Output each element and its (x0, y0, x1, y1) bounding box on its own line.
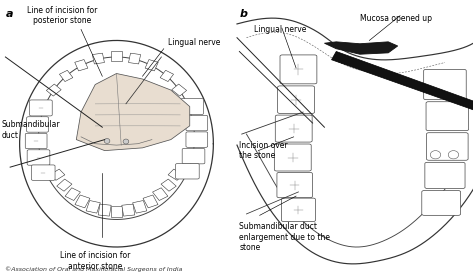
Text: ©Association of Oral and Maxillofacial Surgeons of India: ©Association of Oral and Maxillofacial S… (5, 267, 183, 272)
FancyBboxPatch shape (278, 86, 315, 113)
Polygon shape (86, 200, 100, 213)
Polygon shape (128, 53, 141, 64)
Polygon shape (92, 53, 104, 64)
Polygon shape (111, 51, 122, 61)
Polygon shape (143, 195, 158, 208)
FancyBboxPatch shape (27, 150, 50, 165)
Polygon shape (76, 73, 190, 151)
Polygon shape (133, 200, 147, 213)
Polygon shape (59, 70, 73, 81)
FancyBboxPatch shape (274, 144, 311, 171)
Text: b: b (239, 9, 247, 19)
Text: Submandibular
duct: Submandibular duct (1, 120, 60, 140)
Polygon shape (46, 84, 61, 96)
Ellipse shape (104, 138, 110, 143)
FancyBboxPatch shape (27, 117, 48, 132)
FancyBboxPatch shape (29, 100, 52, 116)
Polygon shape (145, 59, 158, 71)
FancyBboxPatch shape (31, 165, 55, 180)
Polygon shape (172, 84, 187, 96)
Text: Lingual nerve: Lingual nerve (168, 38, 221, 47)
FancyBboxPatch shape (25, 133, 47, 149)
Text: Line of incision for
anterior stone: Line of incision for anterior stone (60, 251, 130, 270)
FancyBboxPatch shape (186, 132, 208, 147)
FancyBboxPatch shape (175, 163, 199, 179)
Polygon shape (331, 51, 474, 110)
Polygon shape (168, 169, 183, 180)
Polygon shape (153, 188, 168, 200)
FancyBboxPatch shape (426, 102, 469, 131)
Polygon shape (57, 179, 72, 191)
Polygon shape (75, 195, 90, 208)
Polygon shape (111, 206, 122, 217)
Polygon shape (324, 42, 398, 54)
Text: Lingual nerve: Lingual nerve (254, 25, 306, 34)
FancyBboxPatch shape (427, 133, 468, 160)
FancyBboxPatch shape (424, 70, 466, 100)
FancyBboxPatch shape (422, 190, 461, 215)
Ellipse shape (430, 151, 441, 159)
FancyBboxPatch shape (280, 55, 317, 84)
Polygon shape (98, 204, 111, 216)
Text: a: a (5, 9, 13, 19)
Polygon shape (50, 169, 65, 180)
Polygon shape (75, 59, 88, 71)
Text: Line of incision for
posterior stone: Line of incision for posterior stone (27, 6, 97, 25)
FancyBboxPatch shape (181, 99, 203, 115)
Polygon shape (65, 188, 81, 200)
FancyBboxPatch shape (275, 115, 312, 142)
Text: Incision over
the stone: Incision over the stone (239, 141, 288, 160)
Text: Mucosa opened up: Mucosa opened up (360, 14, 432, 23)
Ellipse shape (123, 139, 129, 144)
FancyBboxPatch shape (186, 115, 208, 131)
Polygon shape (161, 179, 176, 191)
FancyBboxPatch shape (425, 162, 465, 188)
Polygon shape (122, 204, 135, 216)
Text: Submandibular duct
enlargement due to the
stone: Submandibular duct enlargement due to th… (239, 222, 330, 252)
FancyBboxPatch shape (182, 148, 205, 164)
Polygon shape (38, 101, 51, 112)
Polygon shape (160, 70, 173, 81)
Polygon shape (182, 101, 195, 112)
FancyBboxPatch shape (277, 172, 312, 198)
FancyBboxPatch shape (282, 198, 316, 222)
Ellipse shape (448, 151, 459, 159)
